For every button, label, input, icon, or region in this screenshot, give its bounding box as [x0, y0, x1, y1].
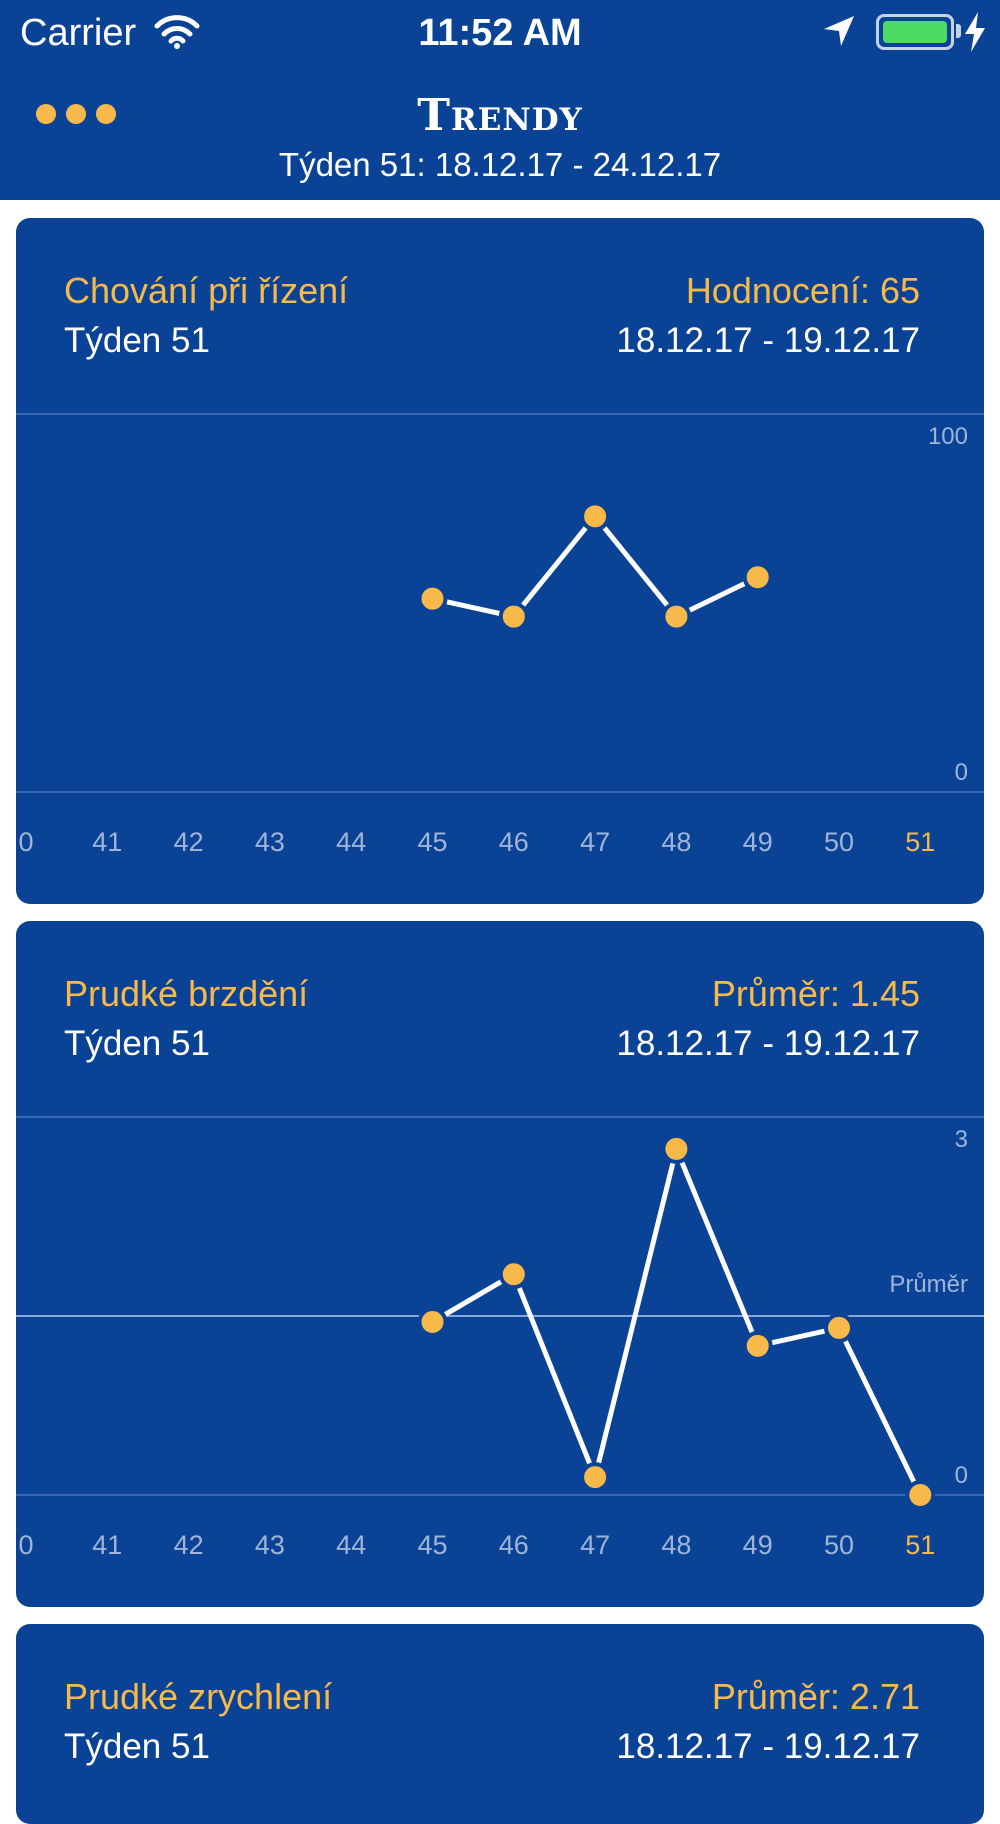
- x-tick-label: 51: [905, 1530, 935, 1560]
- x-tick-label: 0: [18, 1530, 33, 1560]
- y-max-label: 100: [928, 423, 968, 450]
- card-week: Týden 51: [64, 1727, 210, 1766]
- x-tick-label: 47: [580, 827, 610, 857]
- series-segment: [836, 1325, 923, 1498]
- battery-icon: [876, 14, 954, 50]
- x-tick-label: 46: [499, 827, 529, 857]
- x-tick-label: 47: [580, 1530, 610, 1560]
- trend-card-driving-behavior[interactable]: Chování při řízení Hodnocení: 65 Týden 5…: [16, 218, 984, 904]
- trend-chart: 3 0 Průměr 0 41 42 43 44 45 46 47 48 49 50 51: [16, 1116, 984, 1560]
- data-point: [417, 583, 448, 614]
- series-segment: [511, 1271, 598, 1480]
- x-tick-label: 41: [92, 827, 122, 857]
- x-tick-label: 49: [743, 827, 773, 857]
- average-label: Průměr: [889, 1271, 968, 1298]
- data-point: [498, 601, 529, 632]
- card-date-range: 18.12.17 - 19.12.17: [616, 1024, 920, 1063]
- y-max-label: 3: [955, 1126, 968, 1153]
- y-min-label: 0: [955, 759, 968, 786]
- x-tick-label: 51: [905, 827, 935, 857]
- more-dots-icon[interactable]: [36, 104, 120, 126]
- data-point: [498, 1259, 529, 1290]
- x-tick-label: 48: [661, 1530, 691, 1560]
- card-date-range: 18.12.17 - 19.12.17: [616, 321, 920, 360]
- series-segment: [673, 574, 761, 620]
- card-title: Chování při řízení: [64, 270, 349, 311]
- carrier-label: Carrier: [20, 12, 137, 54]
- trend-chart: 100 0 0 41 42 43 44 45 46 47 48 49 50 51: [16, 413, 984, 857]
- x-tick-label: 41: [92, 1530, 122, 1560]
- x-tick-label: 50: [824, 1530, 854, 1560]
- status-bar: Carrier 11:52 AM: [0, 0, 1000, 68]
- x-tick-label: 42: [174, 1530, 204, 1560]
- x-tick-label: 43: [255, 827, 285, 857]
- location-arrow-icon: [824, 16, 854, 46]
- series-segment: [592, 513, 679, 620]
- data-point: [905, 1480, 936, 1510]
- status-time: 11:52 AM: [418, 12, 582, 54]
- x-tick-label: 45: [417, 1530, 447, 1560]
- data-point: [580, 501, 611, 532]
- navigation-header: Carrier 11:52 AM Trendy Týden 51: 18.12.…: [0, 0, 1000, 200]
- x-tick-label: 50: [824, 827, 854, 857]
- series-segment: [511, 513, 598, 620]
- battery-level: [883, 21, 947, 43]
- data-point: [742, 1330, 773, 1361]
- x-tick-label: 46: [499, 1530, 529, 1560]
- card-score: Průměr: 2.71: [711, 1676, 920, 1717]
- x-tick-label: 49: [743, 1530, 773, 1560]
- x-tick-label: 43: [255, 1530, 285, 1560]
- data-point: [580, 1462, 611, 1493]
- x-tick-label: 0: [18, 827, 33, 857]
- trend-card-hard-braking[interactable]: Prudké brzdění Průměr: 1.45 Týden 51 18.…: [16, 921, 984, 1607]
- data-point: [742, 562, 773, 593]
- page-title: Trendy: [417, 90, 583, 141]
- y-min-label: 0: [955, 1462, 968, 1489]
- data-point: [661, 601, 692, 632]
- data-point: [417, 1306, 448, 1337]
- data-point: [824, 1312, 854, 1343]
- trend-card-hard-acceleration[interactable]: Prudké zrychlení Průměr: 2.71 Týden 51 1…: [16, 1624, 984, 1824]
- card-week: Týden 51: [64, 321, 210, 360]
- x-tick-label: 44: [336, 1530, 366, 1560]
- x-tick-label: 42: [174, 827, 204, 857]
- battery-cap: [956, 24, 961, 38]
- card-title: Prudké brzdění: [64, 973, 309, 1014]
- card-week: Týden 51: [64, 1024, 210, 1063]
- x-tick-label: 48: [661, 827, 691, 857]
- wifi-icon: [154, 15, 200, 49]
- series-segment: [592, 1146, 679, 1480]
- data-point: [661, 1133, 692, 1164]
- week-range-subtitle: Týden 51: 18.12.17 - 24.12.17: [278, 146, 722, 183]
- x-tick-label: 44: [336, 827, 366, 857]
- x-tick-label: 45: [417, 827, 447, 857]
- card-score: Průměr: 1.45: [711, 973, 920, 1014]
- series-segment: [430, 1271, 517, 1325]
- card-title: Prudké zrychlení: [64, 1676, 333, 1717]
- card-date-range: 18.12.17 - 19.12.17: [616, 1727, 920, 1766]
- card-score: Hodnocení: 65: [685, 270, 920, 311]
- series-segment: [673, 1146, 761, 1349]
- charging-bolt-icon: [965, 12, 985, 52]
